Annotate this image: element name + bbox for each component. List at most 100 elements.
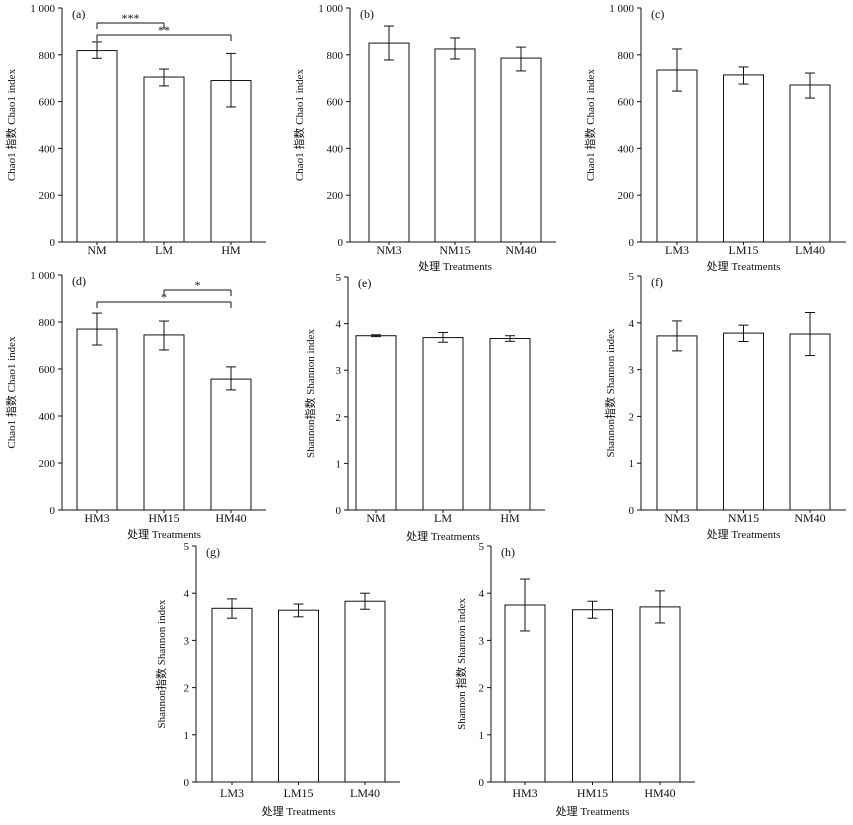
y-tick-label: 2	[336, 412, 342, 424]
y-tick-label: 1 000	[609, 3, 634, 15]
y-axis-title: Chao1 指数 Chao1 index	[4, 68, 18, 181]
bar-hm15	[143, 334, 185, 511]
panel-label: (h)	[501, 545, 515, 559]
x-tick-label: LM3	[665, 243, 689, 257]
y-tick-label: 0	[479, 777, 485, 789]
y-tick-label: 800	[327, 50, 344, 62]
x-axis-title: 处理 Treatments	[707, 260, 781, 273]
panel-label: (a)	[72, 7, 85, 21]
bar-hm	[489, 338, 531, 511]
y-tick-label: 600	[618, 97, 635, 109]
bar-nm15	[434, 48, 476, 243]
panel-label: (e)	[358, 276, 371, 290]
bar-nm	[355, 335, 397, 511]
y-tick-label: 5	[629, 271, 635, 283]
y-tick-label: 1 000	[318, 3, 343, 15]
bar-hm3	[504, 604, 546, 783]
bar-hm3	[76, 328, 118, 511]
chart-panel-f: 0 1 2 3 4 5 NM3 NM15 NM40 (f) Shannon指数 Shannon in…	[603, 271, 846, 541]
chart-panel-b: 0 200 400 600 800 1 000 NM3 NM15 NM40 (b) Chao1 指数…	[292, 3, 556, 273]
y-axis-title: Shannon指数 Shannon index	[603, 328, 617, 457]
y-tick-label: 0	[629, 237, 635, 249]
bar-hm15	[572, 609, 613, 783]
y-axis-title: Chao1 指数 Chao1 index	[292, 68, 306, 181]
y-tick-label: 800	[618, 50, 635, 62]
y-tick-label: 0	[184, 777, 190, 789]
y-tick-label: 0	[50, 237, 56, 249]
y-tick-label: 600	[327, 97, 344, 109]
bar-lm	[422, 337, 464, 511]
x-tick-label: HM15	[577, 786, 608, 800]
panel-label: (c)	[651, 7, 664, 21]
y-tick-label: 4	[184, 588, 190, 600]
y-tick-label: 2	[629, 411, 635, 423]
x-tick-label: LM	[434, 511, 452, 525]
x-tick-label: HM	[221, 243, 241, 257]
x-tick-label: LM15	[729, 243, 759, 257]
significance-label: ***	[122, 11, 140, 25]
y-tick-label: 0	[336, 505, 342, 517]
y-tick-label: 1	[336, 458, 342, 470]
panel-label: (g)	[206, 545, 220, 559]
y-tick-label: 3	[336, 365, 342, 377]
x-tick-label: HM40	[644, 786, 675, 800]
y-tick-label: 800	[39, 317, 56, 329]
chart-panel-c: 0 200 400 600 800 1 000 LM3 LM15 LM40 (c) Chao1 指数…	[583, 3, 846, 273]
y-tick-label: 0	[338, 237, 344, 249]
significance-label: *	[161, 290, 167, 304]
x-tick-label: NM3	[664, 511, 689, 525]
x-axis-title: 处理 Treatments	[406, 530, 480, 543]
bar-lm3	[656, 69, 698, 243]
chart-panel-d: 0 200 400 600 800 1 000 HM3 HM15 HM40 (d) Chao1 指数…	[4, 270, 266, 541]
x-tick-label: HM40	[215, 511, 246, 525]
y-tick-label: 200	[618, 190, 635, 202]
bar-hm40	[210, 378, 252, 511]
bar-nm3	[656, 335, 698, 511]
x-tick-label: NM15	[728, 511, 759, 525]
x-tick-label: LM15	[284, 786, 314, 800]
x-tick-label: NM	[87, 243, 107, 257]
bar-lm15	[723, 74, 764, 243]
y-tick-label: 200	[327, 190, 344, 202]
y-tick-label: 2	[479, 683, 485, 695]
panel-label: (b)	[360, 7, 374, 21]
y-tick-label: 4	[629, 318, 635, 330]
x-axis-title: 处理 Treatments	[707, 528, 781, 541]
chart-panel-g: 0 1 2 3 4 5 LM3 LM15 LM40 (g) Shannon指数 Shannon in…	[154, 541, 400, 818]
y-tick-label: 200	[39, 458, 56, 470]
y-tick-label: 800	[39, 50, 56, 62]
bar-nm40	[789, 333, 831, 511]
y-axis-title: Shannon 指数 Shannon index	[454, 598, 468, 730]
x-axis-title: 处理 Treatments	[556, 805, 630, 818]
x-tick-label: NM40	[505, 243, 536, 257]
x-tick-label: LM3	[220, 786, 244, 800]
x-tick-label: NM15	[439, 243, 470, 257]
y-tick-label: 4	[336, 319, 342, 331]
y-tick-label: 3	[184, 635, 190, 647]
y-axis-title: Chao1 指数 Chao1 index	[4, 336, 18, 449]
y-tick-label: 1 000	[30, 3, 55, 15]
bar-lm15	[278, 609, 319, 783]
bar-hm40	[639, 606, 681, 783]
y-tick-label: 400	[327, 143, 344, 155]
x-tick-label: NM	[366, 511, 386, 525]
y-axis-title: Shannon指数 Shannon index	[303, 329, 317, 458]
bar-nm	[76, 50, 118, 243]
y-tick-label: 400	[39, 143, 56, 155]
y-tick-label: 3	[479, 635, 485, 647]
bar-nm3	[368, 42, 410, 243]
bar-lm40	[344, 600, 386, 783]
bar-nm15	[723, 332, 764, 511]
x-tick-label: NM40	[794, 511, 825, 525]
y-tick-label: 600	[39, 97, 56, 109]
y-tick-label: 1	[479, 730, 485, 742]
chart-panel-a: 0 200 400 600 800 1 000 NM LM HM (a) Chao1 指数 Chao…	[4, 3, 266, 257]
y-tick-label: 2	[184, 683, 190, 695]
x-axis-title: 处理 Treatments	[127, 528, 201, 541]
y-tick-label: 0	[50, 505, 56, 517]
x-tick-label: LM	[155, 243, 173, 257]
x-tick-label: HM3	[512, 786, 537, 800]
bar-nm40	[500, 57, 542, 243]
y-tick-label: 0	[629, 505, 635, 517]
y-tick-label: 1	[184, 730, 190, 742]
